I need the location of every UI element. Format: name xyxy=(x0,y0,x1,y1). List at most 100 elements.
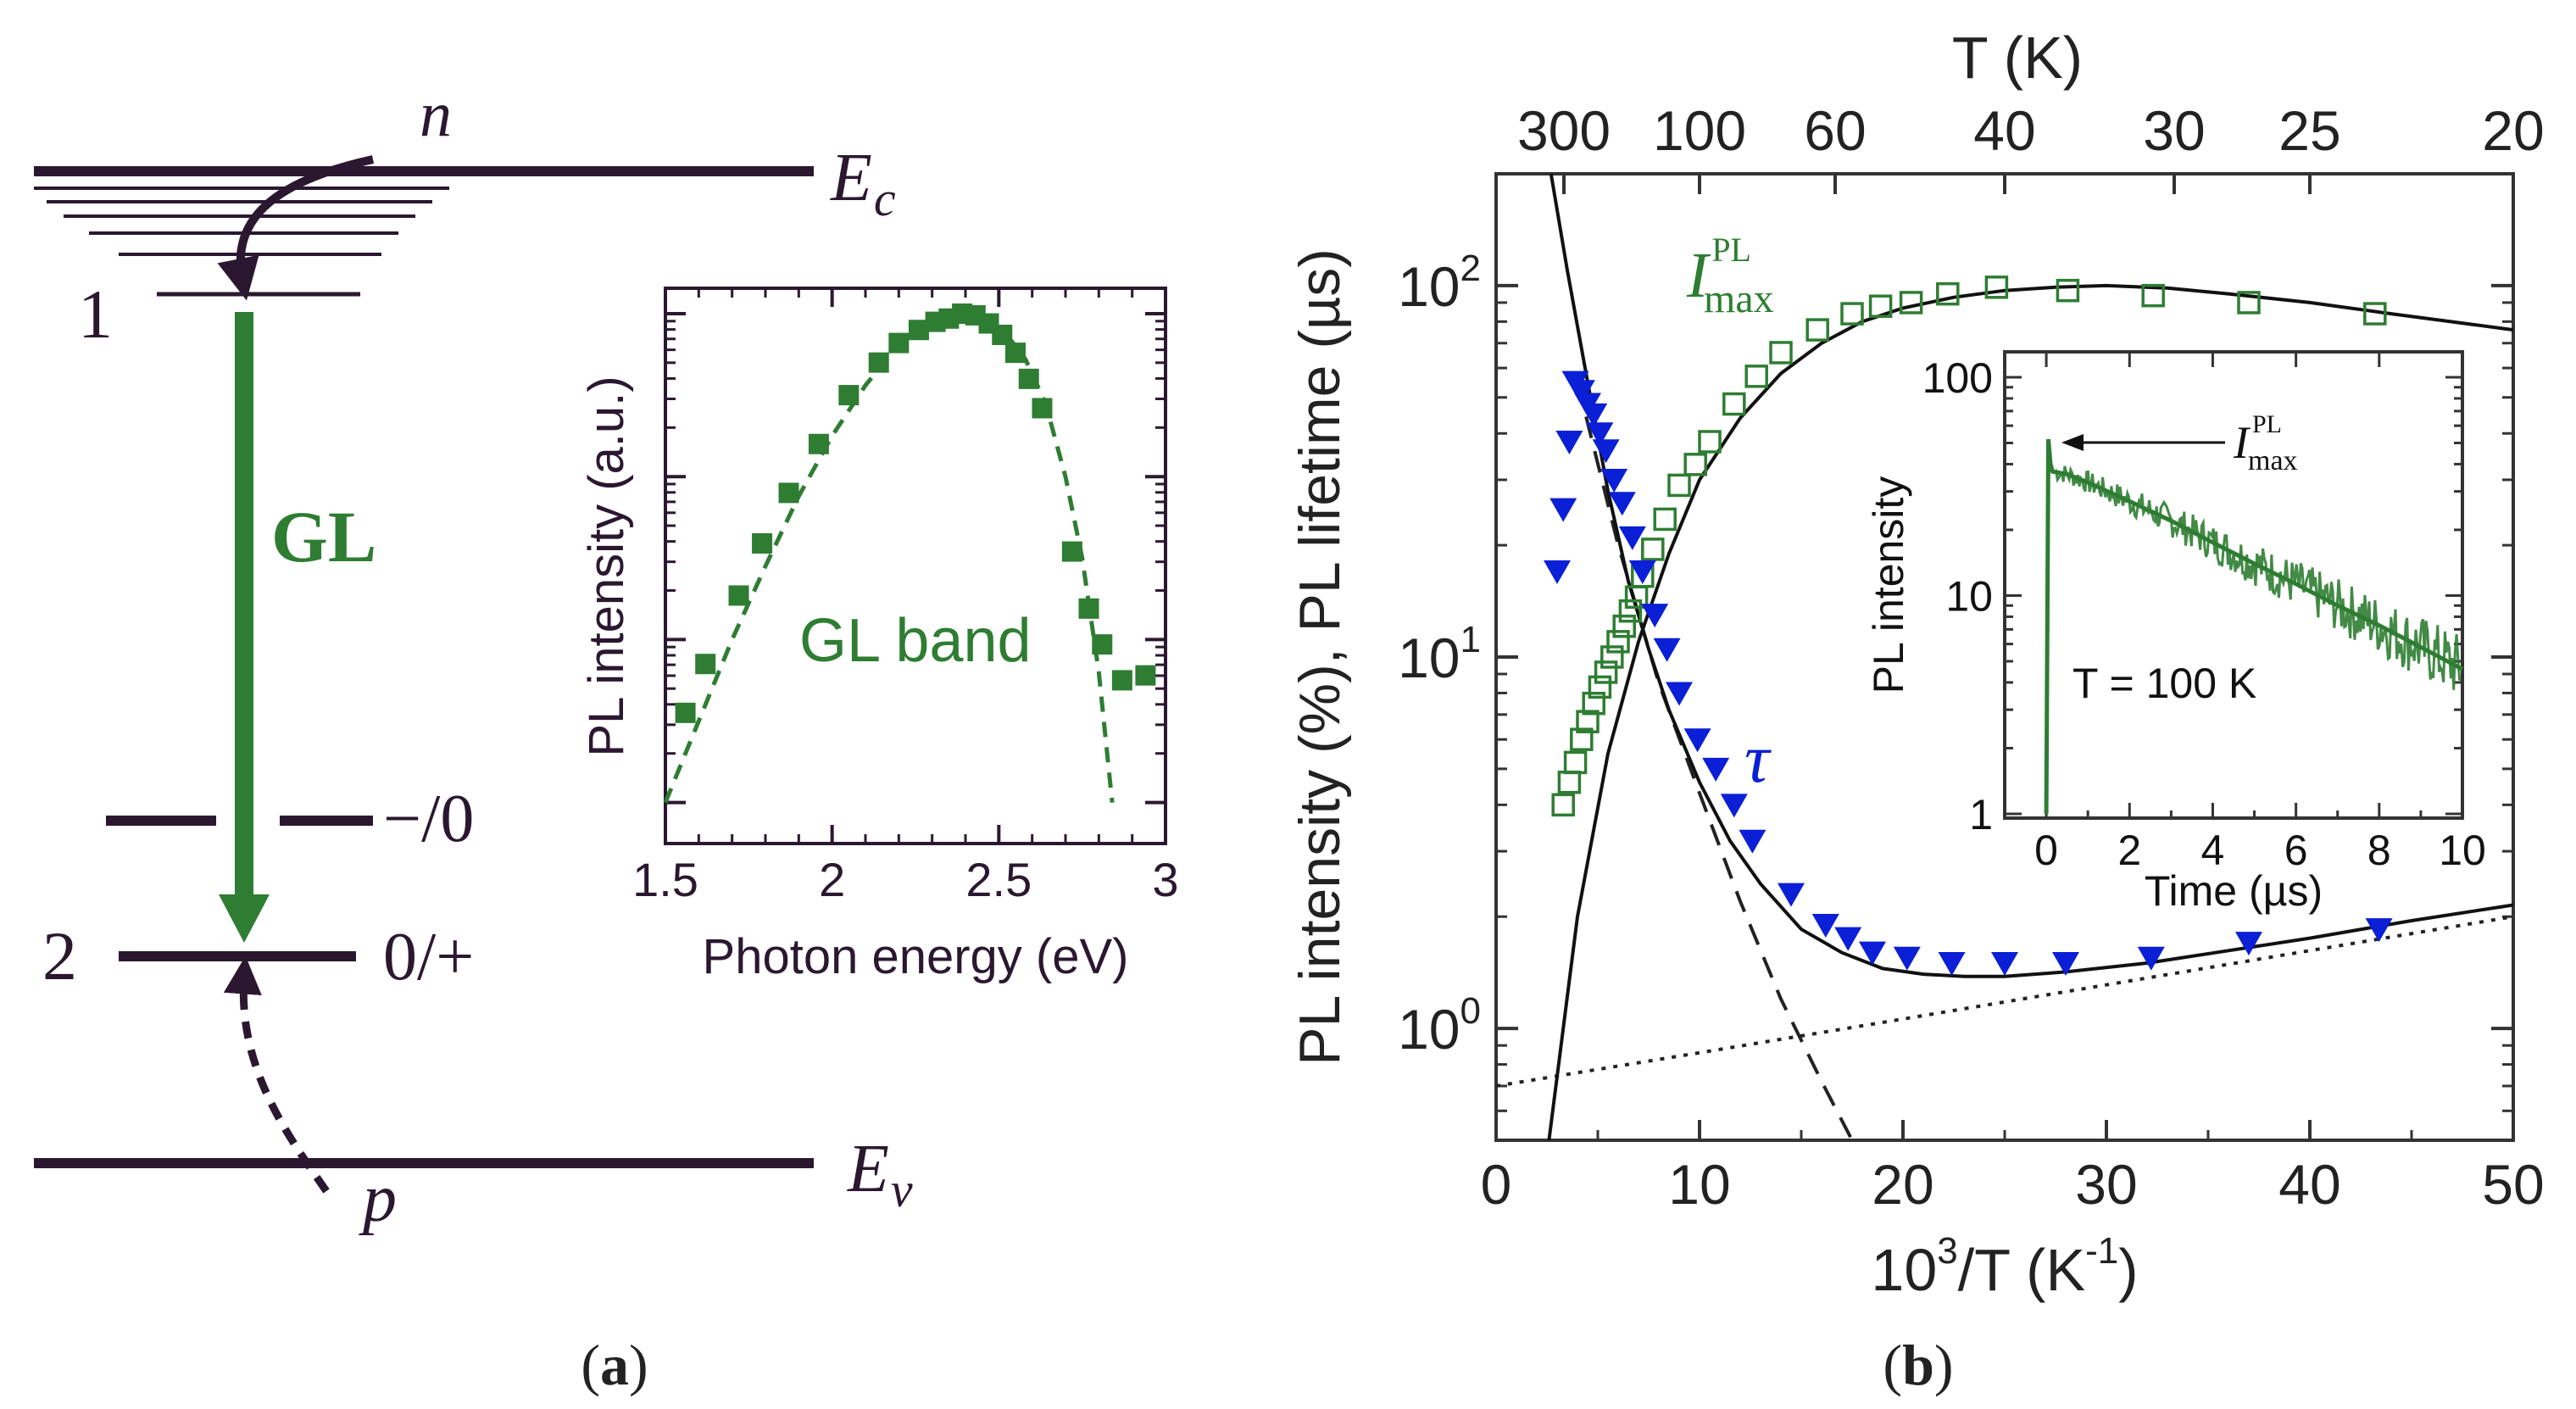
intensity-data-point xyxy=(1722,392,1746,416)
lifetime-fit-curve xyxy=(1549,173,2514,978)
gl-xtick-label: 2 xyxy=(819,853,845,906)
intensity-data-point xyxy=(1563,750,1588,775)
intensity-data-point xyxy=(1588,675,1612,699)
gl-inset-points xyxy=(675,304,1156,723)
gl-data-point xyxy=(728,585,749,606)
lifetime-data-point xyxy=(1544,560,1571,585)
lifetime-data-point xyxy=(1834,927,1862,951)
lifetime-data-point xyxy=(1549,498,1577,522)
decay-xlabel: Time (µs) xyxy=(2145,867,2323,915)
intensity-data-point xyxy=(1576,710,1600,733)
gl-label: GL xyxy=(271,496,376,577)
gl-data-point xyxy=(1135,665,1156,686)
imax-pointer-head xyxy=(2061,434,2084,451)
lifetime-data-point xyxy=(1683,728,1711,753)
lifetime-data-point xyxy=(1600,468,1628,493)
gl-data-point xyxy=(1018,368,1039,389)
lifetime-data-point xyxy=(2365,918,2393,943)
lifetime-data-point xyxy=(1720,794,1748,818)
intensity-data-point xyxy=(1936,281,1960,306)
gl-data-point xyxy=(695,654,716,675)
gl-data-point xyxy=(808,433,829,454)
gl-band-annotation: GL band xyxy=(799,607,1032,675)
gl-xtick-label: 3 xyxy=(1152,853,1178,906)
gl-data-point xyxy=(1005,343,1026,364)
decay-xtick-label: 6 xyxy=(2284,827,2308,874)
lifetime-data-point xyxy=(1653,638,1681,662)
gl-data-point xyxy=(1061,541,1082,562)
lifetime-data-point xyxy=(1859,941,1886,966)
decay-inset-fill xyxy=(2005,352,2462,818)
decay-xtick-label: 4 xyxy=(2201,827,2225,874)
gl-inset-frame xyxy=(664,287,1167,845)
gl-data-point xyxy=(838,385,860,406)
electron-capture-arrow xyxy=(217,155,375,301)
gl-data-point xyxy=(752,532,773,554)
decay-temperature-annotation: T = 100 K xyxy=(2072,660,2256,707)
decay-xtick-label: 10 xyxy=(2439,827,2486,874)
intensity-data-point xyxy=(1618,599,1643,623)
gl-band-inset: 1.5 2 2.5 3 GL band Photon energy (eV) PL i… xyxy=(579,287,1179,984)
main-ylabel: PL intensity (%), PL lifetime (µs) xyxy=(1288,248,1352,1066)
lifetime-data-point xyxy=(1628,560,1656,585)
charge-state-minus-label: −/0 xyxy=(383,782,474,856)
main-ytick-label: 102 xyxy=(1398,248,1481,318)
intensity-data-point xyxy=(1653,507,1677,532)
gl-data-point xyxy=(675,702,696,723)
level-2-label: 2 xyxy=(42,917,77,994)
lifetime-data-point xyxy=(1991,951,2018,976)
intensity-data-point xyxy=(1606,630,1630,654)
panel-b-caption: (b) xyxy=(1883,1333,1953,1397)
intensity-data-point xyxy=(1698,430,1722,454)
decay-ylabel: PL intensity xyxy=(1865,476,1912,694)
gl-inset-ticks: 1.5 2 2.5 3 xyxy=(632,288,1179,906)
lifetime-data-point xyxy=(1702,757,1730,782)
main-xtick-label: 50 xyxy=(2482,1153,2544,1216)
intensity-data-point xyxy=(1805,318,1829,342)
intensity-data-point xyxy=(1612,614,1636,638)
intensity-data-point xyxy=(2363,302,2387,326)
gl-transition-arrow-head xyxy=(219,894,270,943)
main-ytick-label: 100 xyxy=(1398,990,1481,1061)
decay-xtick-label: 8 xyxy=(2367,827,2391,874)
gl-data-point xyxy=(868,352,889,373)
lifetime-data-point xyxy=(1938,951,1966,976)
ec-label: Ec xyxy=(830,141,896,226)
intensity-data-point xyxy=(1557,771,1582,794)
main-xlabel: 103/T (K-1) xyxy=(1871,1230,2138,1303)
main-top-tick-label: 60 xyxy=(1804,99,1866,162)
ev-label: Ev xyxy=(847,1132,913,1217)
lifetime-data-point xyxy=(1778,883,1805,907)
intensity-data-point xyxy=(1667,473,1691,498)
main-xtick-label: 10 xyxy=(1668,1153,1730,1216)
lifetime-data-point xyxy=(1811,913,1839,938)
gl-inset-fit-curve xyxy=(663,311,1115,804)
gl-data-point xyxy=(1092,634,1113,655)
lifetime-data-point xyxy=(1893,946,1921,971)
decay-ytick-label: 100 xyxy=(1922,354,1993,402)
intensity-data-point xyxy=(1840,302,1864,326)
gl-data-point xyxy=(1111,670,1132,691)
intensity-data-point xyxy=(2056,278,2080,303)
gl-data-point xyxy=(1078,598,1099,619)
lifetime-data-point xyxy=(1592,439,1620,464)
decay-xtick-label: 0 xyxy=(2034,827,2058,874)
main-xtick-label: 20 xyxy=(1872,1153,1933,1216)
main-top-tick-label: 25 xyxy=(2278,99,2340,162)
decay-inset-ticks: 0 2 4 6 8 10 1 10 100 xyxy=(1922,352,2486,874)
lifetime-data-point xyxy=(1739,829,1766,854)
intensity-data-point xyxy=(1984,276,2009,299)
lifetime-data-point xyxy=(1608,492,1636,516)
gl-data-point xyxy=(992,324,1013,345)
intensity-data-point xyxy=(1683,453,1707,476)
lifetime-data-point xyxy=(1580,403,1608,427)
gl-xtick-label: 2.5 xyxy=(965,853,1032,906)
intensity-data-point xyxy=(1744,365,1768,388)
electron-label: n xyxy=(420,79,452,150)
low-temp-asymptote xyxy=(1495,915,2514,1088)
lifetime-data-point xyxy=(1555,430,1583,454)
lifetime-data-point xyxy=(1666,682,1693,706)
decay-inset-frame xyxy=(2003,350,2464,820)
intensity-data-point xyxy=(1600,645,1624,669)
main-top-tick-label: 300 xyxy=(1517,99,1611,162)
